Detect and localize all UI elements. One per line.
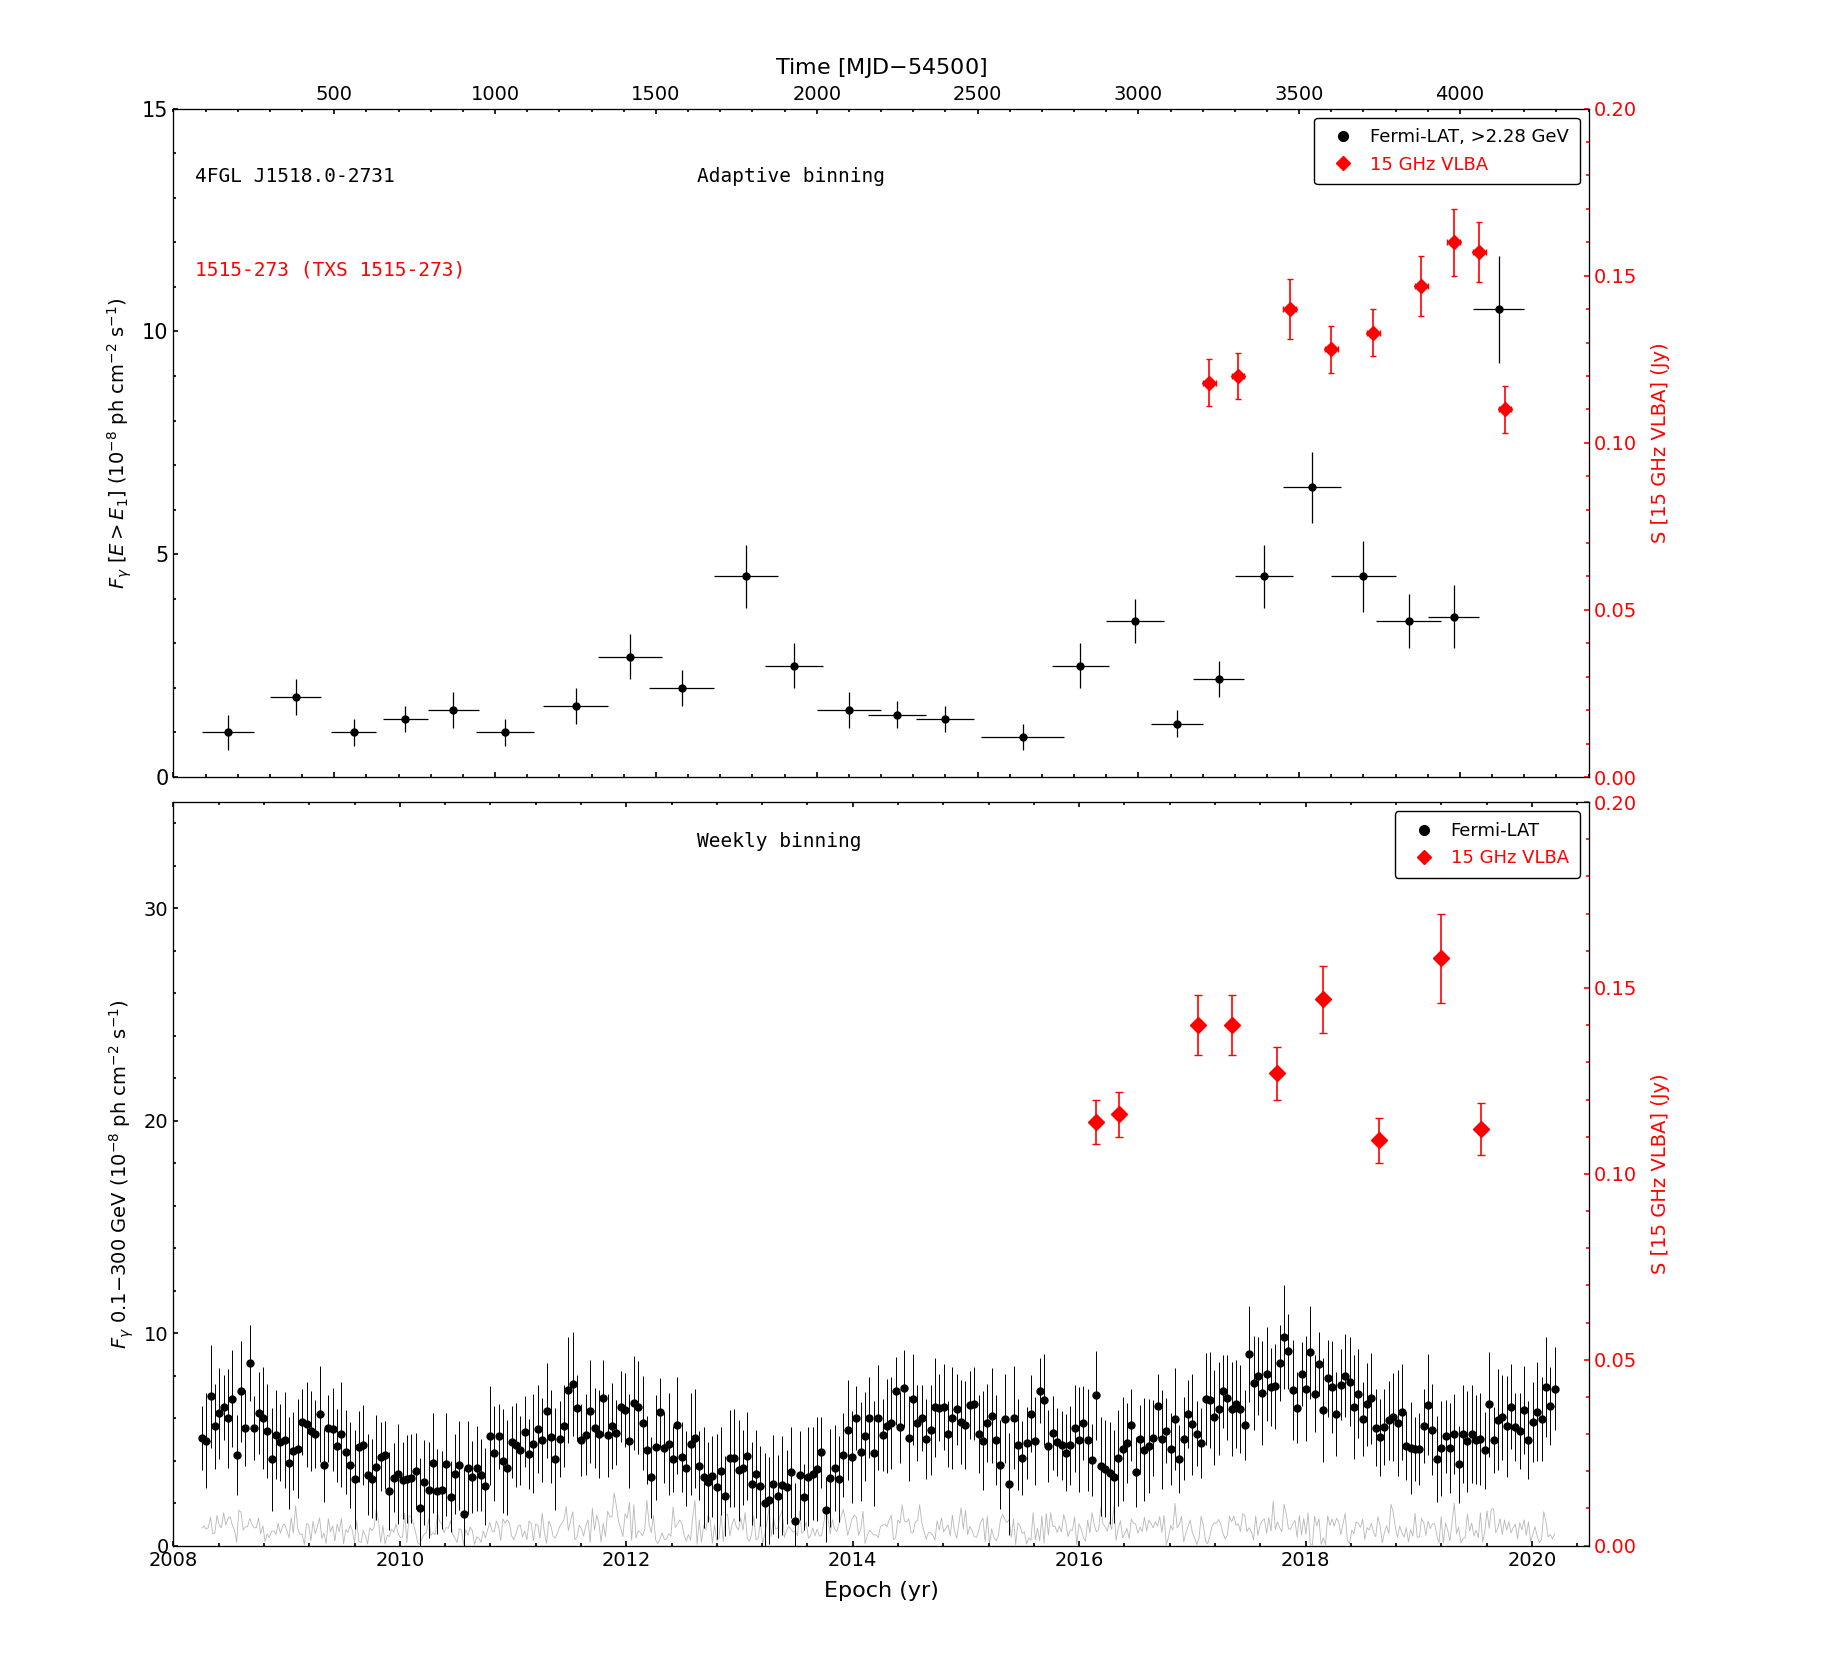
Text: Weekly binning: Weekly binning [698,832,862,851]
Y-axis label: $F_{\gamma}$ 0.1$-$300 GeV $(10^{-8}$ ph cm$^{-2}$ s$^{-1})$: $F_{\gamma}$ 0.1$-$300 GeV $(10^{-8}$ ph… [108,999,135,1348]
X-axis label: Epoch (yr): Epoch (yr) [824,1581,939,1601]
Y-axis label: S [15 GHz VLBA] (Jy): S [15 GHz VLBA] (Jy) [1651,1073,1669,1275]
Y-axis label: S [15 GHz VLBA] (Jy): S [15 GHz VLBA] (Jy) [1651,343,1669,543]
Y-axis label: $F_{\gamma}$ $[E>E_1]$ $(10^{-8}$ ph cm$^{-2}$ s$^{-1})$: $F_{\gamma}$ $[E>E_1]$ $(10^{-8}$ ph cm$… [106,297,133,588]
Legend: Fermi-LAT, >2.28 GeV, 15 GHz VLBA: Fermi-LAT, >2.28 GeV, 15 GHz VLBA [1315,117,1579,184]
Text: 1515-273 (TXS 1515-273): 1515-273 (TXS 1515-273) [195,261,466,279]
X-axis label: Time [MJD$-$54500]: Time [MJD$-$54500] [774,55,988,80]
Text: 4FGL J1518.0-2731: 4FGL J1518.0-2731 [195,167,394,185]
Legend: Fermi-LAT, 15 GHz VLBA: Fermi-LAT, 15 GHz VLBA [1395,810,1579,877]
Text: Adaptive binning: Adaptive binning [698,167,886,185]
